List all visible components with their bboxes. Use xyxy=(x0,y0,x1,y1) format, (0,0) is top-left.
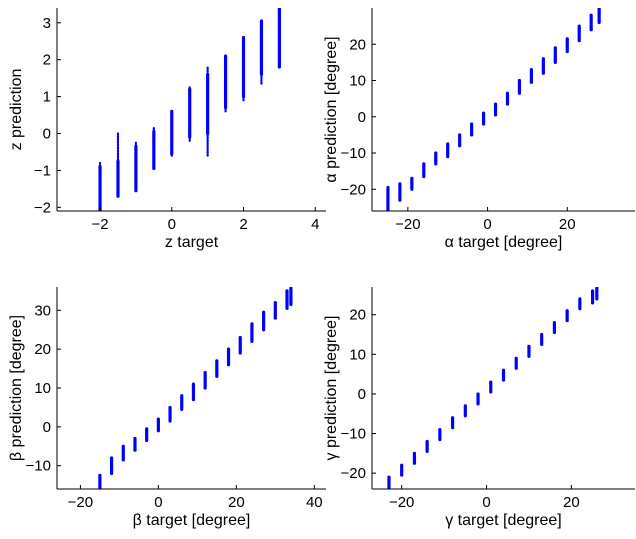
y-tick-label: −2 xyxy=(34,199,51,216)
x-axis-label: z target xyxy=(165,234,219,251)
y-tick-label: 20 xyxy=(349,307,366,324)
x-tick-label: 20 xyxy=(228,494,245,511)
y-tick-label: 0 xyxy=(43,419,51,436)
y-tick-label: 20 xyxy=(349,36,366,53)
y-axis-label: α prediction [degree] xyxy=(323,36,340,182)
y-tick-label: −10 xyxy=(341,145,366,162)
data-series xyxy=(387,287,599,489)
x-axis-label: γ target [degree] xyxy=(445,512,562,529)
y-axis-label: z prediction xyxy=(8,69,25,151)
chart-panel-1: −2 0 2 4 −2 −1 0 1 2 3 z target z prediction xyxy=(8,8,326,251)
y-tick-label: −20 xyxy=(341,181,366,198)
y-tick-label: 30 xyxy=(34,302,51,319)
x-tick-label: 20 xyxy=(563,494,580,511)
y-tick-label: 10 xyxy=(34,380,51,397)
x-axis-label: β target [degree] xyxy=(133,512,251,529)
x-tick-label: 2 xyxy=(239,216,247,233)
y-tick-label: 0 xyxy=(43,125,51,142)
y-tick-label: −20 xyxy=(341,465,366,482)
x-tick-label: −20 xyxy=(389,494,414,511)
x-tick-label: 0 xyxy=(154,494,162,511)
y-tick-label: −10 xyxy=(341,426,366,443)
data-series xyxy=(98,287,293,489)
x-tick-label: 0 xyxy=(168,216,176,233)
data-series xyxy=(386,8,601,211)
y-tick-label: 20 xyxy=(34,341,51,358)
y-tick-label: 0 xyxy=(358,109,366,126)
y-tick-label: 2 xyxy=(43,52,51,69)
y-tick-label: 0 xyxy=(358,386,366,403)
y-tick-label: −1 xyxy=(34,162,51,179)
y-axis-label: γ prediction [degree] xyxy=(323,316,340,461)
x-tick-label: 0 xyxy=(483,216,491,233)
x-tick-label: 4 xyxy=(311,216,319,233)
y-axis-label: β prediction [degree] xyxy=(8,315,25,461)
x-tick-label: −20 xyxy=(68,494,93,511)
y-tick-label: 1 xyxy=(43,89,51,106)
y-tick-label: 3 xyxy=(43,15,51,32)
x-tick-label: 0 xyxy=(482,494,490,511)
chart-panel-3: −20 0 20 40 −10 0 10 20 30 β target [degree] β pre… xyxy=(8,287,326,529)
data-series xyxy=(98,8,281,211)
x-tick-label: −20 xyxy=(395,216,420,233)
x-tick-label: 40 xyxy=(306,494,323,511)
y-tick-label: 10 xyxy=(349,73,366,90)
y-tick-label: −10 xyxy=(26,458,51,475)
x-axis-label: α target [degree] xyxy=(445,234,563,251)
x-tick-label: 20 xyxy=(559,216,576,233)
x-tick-label: −2 xyxy=(91,216,108,233)
y-tick-label: 10 xyxy=(349,346,366,363)
